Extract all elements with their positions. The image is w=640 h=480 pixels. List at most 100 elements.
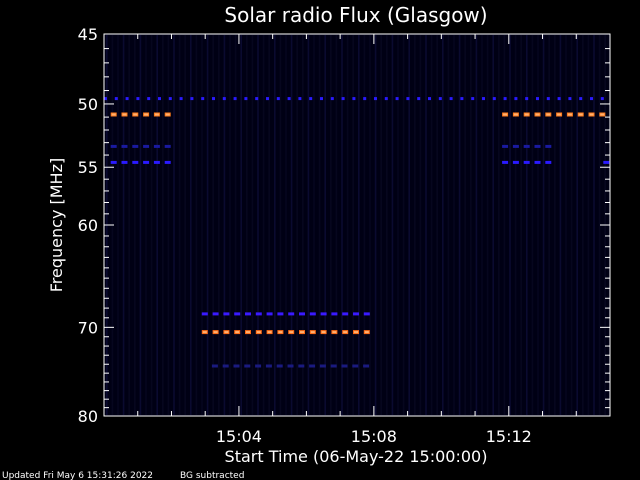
band-mark	[460, 97, 464, 101]
band-mark	[114, 97, 118, 101]
band-mark	[201, 312, 208, 316]
band-mark	[266, 97, 269, 101]
band-mark	[168, 97, 172, 101]
streak	[206, 35, 209, 415]
streak	[402, 35, 405, 415]
updated-timestamp: Updated Fri May 6 15:31:26 2022	[2, 471, 153, 480]
streak	[481, 35, 483, 415]
x-axis-label: Start Time (06-May-22 15:00:00)	[225, 447, 488, 466]
band-core	[321, 331, 326, 334]
band-core	[546, 113, 551, 116]
band-mark	[110, 144, 117, 148]
streak	[358, 35, 360, 415]
band-mark	[287, 97, 291, 101]
band-mark	[557, 97, 561, 101]
band-mark	[244, 97, 248, 101]
band-mark	[384, 97, 388, 101]
band-core	[364, 331, 369, 334]
band-mark	[132, 144, 139, 148]
band-core	[535, 113, 540, 116]
streak	[498, 35, 500, 415]
band-mark	[523, 144, 530, 148]
band-core	[557, 113, 562, 116]
band-mark	[568, 97, 572, 101]
streak	[436, 35, 438, 415]
streak	[318, 35, 321, 415]
streak	[341, 35, 343, 415]
band-mark	[534, 144, 541, 148]
band-mark	[245, 312, 251, 316]
chart-title: Solar radio Flux (Glasgow)	[224, 3, 487, 27]
streak	[302, 35, 304, 415]
band-mark	[153, 160, 160, 164]
band-mark	[104, 97, 107, 101]
band-mark	[417, 97, 421, 101]
streak	[453, 35, 455, 415]
streak	[447, 35, 450, 415]
band-mark	[255, 364, 262, 368]
band-mark	[579, 97, 583, 101]
band-mark	[143, 160, 150, 164]
band-mark	[255, 312, 262, 316]
streak	[458, 35, 461, 415]
streak	[195, 35, 198, 415]
y-tick-label: 70	[78, 318, 98, 337]
band-mark	[277, 312, 284, 316]
streak	[548, 35, 550, 415]
band-core	[133, 113, 138, 116]
streak	[470, 35, 472, 415]
band-mark	[331, 312, 338, 316]
y-axis: 45 50 55 60 70 80	[78, 25, 610, 426]
streak	[251, 35, 254, 415]
band-core	[246, 331, 250, 334]
streak	[296, 35, 298, 415]
band-mark	[352, 364, 359, 368]
streak	[229, 35, 231, 415]
band-core	[503, 113, 508, 116]
streak	[307, 35, 310, 415]
band-mark	[132, 160, 139, 164]
band-mark	[514, 97, 518, 101]
band-mark	[438, 97, 442, 101]
streak	[492, 35, 494, 415]
band-core	[111, 113, 116, 116]
streak	[565, 35, 567, 415]
band-mark	[125, 97, 129, 101]
streak	[598, 35, 601, 415]
band-mark	[320, 97, 323, 101]
band-mark	[223, 312, 230, 316]
band-mark	[158, 97, 161, 101]
streak	[570, 35, 573, 415]
streak	[117, 35, 119, 415]
streak	[414, 35, 416, 415]
band-mark	[309, 312, 316, 316]
band-mark	[363, 97, 367, 101]
band-mark	[503, 97, 507, 101]
streak	[503, 35, 506, 415]
streak	[122, 35, 125, 415]
streak	[240, 35, 242, 415]
band-mark	[212, 97, 215, 101]
streak	[391, 35, 394, 415]
band-mark	[502, 144, 509, 148]
x-tick-label: 15:12	[486, 427, 532, 446]
streak	[369, 35, 371, 415]
band-mark	[179, 97, 183, 101]
band-core	[278, 331, 283, 334]
band-mark	[600, 97, 604, 101]
band-mark	[363, 312, 370, 316]
streak	[425, 35, 427, 415]
background-streaks	[106, 35, 606, 415]
band-mark	[110, 160, 117, 164]
band-core	[567, 113, 572, 116]
band-mark	[363, 364, 370, 368]
band-mark	[201, 97, 205, 101]
band-mark	[143, 144, 150, 148]
band-mark	[298, 97, 302, 101]
streak	[346, 35, 349, 415]
streak	[313, 35, 315, 415]
streak	[218, 35, 220, 415]
band-core	[524, 113, 529, 116]
band-mark	[603, 160, 610, 164]
